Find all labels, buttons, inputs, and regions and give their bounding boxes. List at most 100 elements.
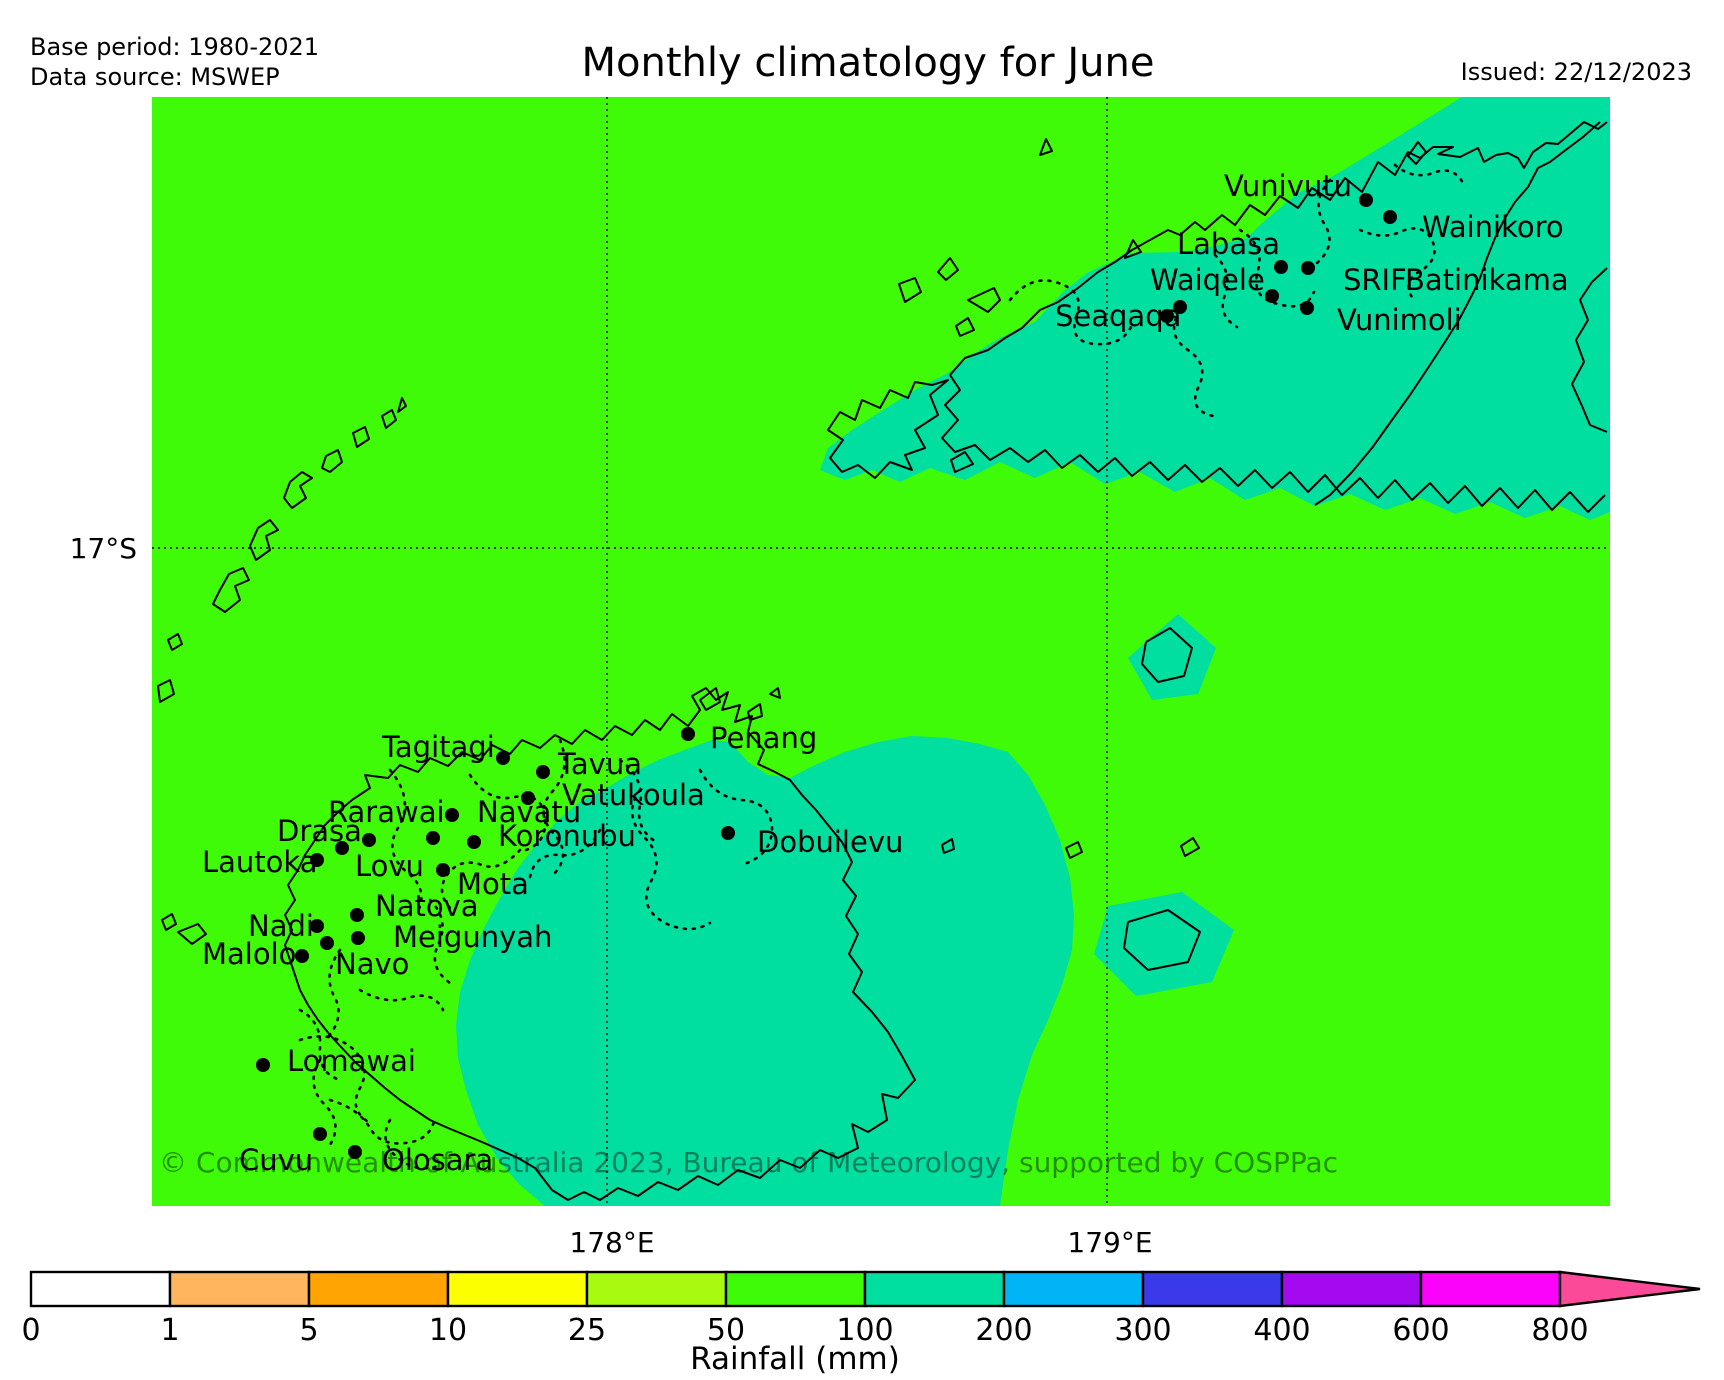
coastline-vanua-levu-north [949, 121, 1608, 376]
station-dot [721, 826, 735, 840]
colorbar-tick-label: 200 [975, 1313, 1032, 1348]
station-dot [320, 936, 334, 950]
station-label: Lovu [355, 849, 424, 883]
station-label: Wainikoro [1422, 210, 1564, 244]
station-dot [310, 919, 324, 933]
colorbar-tick-label: 50 [707, 1313, 745, 1348]
mamanuca-islet [177, 923, 207, 945]
rain-region-vanua-levu [820, 97, 1610, 520]
tiny-islet [1065, 841, 1083, 859]
tiny-islet [1039, 138, 1053, 156]
penang-offshore-islet [747, 703, 763, 721]
station-dot [1359, 193, 1373, 207]
colorbar-tick-label: 600 [1392, 1313, 1449, 1348]
station-dot [445, 808, 459, 822]
island-outline-east [1141, 627, 1193, 683]
base-period-text: Base period: 1980-2021 [30, 33, 320, 61]
station-dot [536, 765, 550, 779]
station-label: Koronubu [498, 819, 636, 853]
tiny-islet [1124, 239, 1142, 259]
station-label: Cuvu [239, 1143, 313, 1177]
colorbar-segment [307, 1270, 450, 1308]
station-dot [467, 835, 481, 849]
colorbar-tick-label: 25 [568, 1313, 606, 1348]
yasawa-islet [321, 449, 343, 473]
station-label: Seaqaqa [1055, 299, 1181, 333]
station-label: Tavua [557, 747, 642, 781]
station-label: Malolo [202, 937, 296, 971]
colorbar-segment [863, 1270, 1006, 1308]
lon-axis-label-179e: 179°E [1067, 1226, 1152, 1259]
station-dot [350, 908, 364, 922]
colorbar-tick-label: 1 [160, 1313, 179, 1348]
district-boundaries [298, 163, 1465, 1170]
north-islet [950, 451, 974, 473]
rainfall-colorbar: 0 1 5 10 25 50 100 200 300 400 600 800 [21, 1270, 1701, 1348]
north-islet [967, 287, 1001, 313]
data-source-text: Data source: MSWEP [30, 63, 280, 91]
yasawa-islet [212, 567, 250, 613]
station-dot [681, 727, 695, 741]
tiny-islet [941, 838, 955, 854]
station-dot [521, 791, 535, 805]
station-label: Lautoka [202, 845, 317, 879]
station-dot [1300, 301, 1314, 315]
colorbar-segment [1419, 1270, 1562, 1308]
station-label: Tagitagi [381, 730, 495, 764]
colorbar-segment [446, 1270, 589, 1308]
station-label: Navatu [477, 795, 581, 829]
page-title: Monthly climatology for June [581, 40, 1155, 86]
station-label: Natova [375, 889, 479, 923]
station-dot [313, 1127, 327, 1141]
yasawa-islet [381, 409, 397, 429]
station-dot [436, 863, 450, 877]
colorbar-overflow-arrow [1558, 1270, 1701, 1308]
copyright-text: © Commonwealth of Australia 2023, Bureau… [159, 1146, 1338, 1179]
yasawa-islet [352, 426, 370, 448]
island-outline-southeast [1123, 909, 1201, 971]
station-label: Olosara [382, 1143, 493, 1177]
yasawa-islet [249, 519, 279, 561]
station-dot [295, 949, 309, 963]
tiny-islet [1180, 837, 1200, 857]
colorbar-tick-label: 0 [21, 1313, 40, 1348]
penang-offshore-islet [769, 687, 781, 699]
colorbar-segment [585, 1270, 728, 1308]
north-islet [955, 317, 975, 337]
station-label: Rarawai [328, 795, 445, 829]
colorbar-segment [724, 1270, 867, 1308]
station-dot [310, 853, 324, 867]
coastline-natewa-bay [1314, 121, 1601, 506]
colorbar-segment [1280, 1270, 1423, 1308]
colorbar-segment [1002, 1270, 1145, 1308]
station-label: Waiqele [1150, 263, 1265, 297]
station-dot [362, 833, 376, 847]
west-edge-islet [157, 679, 175, 703]
station-dot [256, 1058, 270, 1072]
rain-region-island-southeast [1094, 892, 1234, 996]
issued-date-text: Issued: 22/12/2023 [1460, 58, 1692, 86]
rain-region-100-200mm-group [456, 97, 1610, 1206]
station-label: Penang [710, 721, 817, 755]
station-label: Navo [335, 947, 409, 981]
west-edge-islet [167, 633, 183, 651]
mamanuca-islet [161, 913, 177, 931]
islet-southwest-vanua-levu [827, 379, 949, 479]
station-label: Nadi [248, 909, 314, 943]
colorbar-tick-label: 5 [299, 1313, 318, 1348]
coastline-vanua-levu-south [941, 374, 1606, 513]
station-dot [1265, 289, 1279, 303]
station-dot [1383, 210, 1397, 224]
colorbar-tick-label: 400 [1253, 1313, 1310, 1348]
colorbar-title: Rainfall (mm) [690, 1341, 900, 1377]
station-label: Dobuilevu [757, 825, 903, 859]
station-dot [1160, 309, 1174, 323]
colorbar-tick-label: 300 [1114, 1313, 1171, 1348]
station-label: Lomawai [287, 1044, 416, 1078]
coastline-viti-levu [284, 687, 916, 1201]
coastlines [284, 121, 1608, 1201]
penang-offshore-islet [699, 687, 721, 711]
